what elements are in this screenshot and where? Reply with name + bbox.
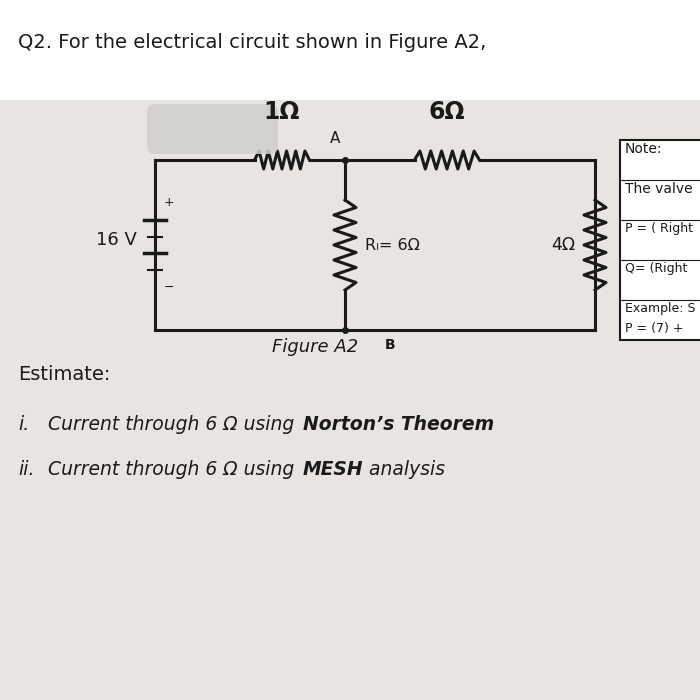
Text: B: B (385, 338, 396, 352)
Text: Example: S: Example: S (625, 302, 696, 315)
FancyBboxPatch shape (147, 104, 278, 154)
Text: 6Ω: 6Ω (428, 100, 466, 124)
Text: Q= (Right: Q= (Right (625, 262, 687, 275)
Text: A: A (330, 131, 340, 146)
Bar (0, 0, 700, 100)
Text: P = ( Right: P = ( Right (625, 222, 693, 235)
Text: Q2. For the electrical circuit shown in Figure A2,: Q2. For the electrical circuit shown in … (18, 32, 486, 52)
Text: ii.: ii. (18, 460, 34, 479)
Text: MESH: MESH (303, 460, 363, 479)
Text: 1Ω: 1Ω (264, 100, 300, 124)
Text: 16 V: 16 V (96, 231, 137, 249)
Text: 4Ω: 4Ω (551, 236, 575, 254)
Text: Estimate:: Estimate: (18, 365, 111, 384)
Text: Note:: Note: (625, 142, 662, 156)
Text: Rₗ= 6Ω: Rₗ= 6Ω (365, 237, 420, 253)
Text: analysis: analysis (363, 460, 445, 479)
Text: i.: i. (18, 415, 29, 434)
Text: The valve: The valve (625, 182, 692, 196)
Text: Figure A2: Figure A2 (272, 338, 358, 356)
Text: P = (7) +: P = (7) + (625, 322, 683, 335)
Bar (0, 100, 700, 700)
Text: Norton’s Theorem: Norton’s Theorem (303, 415, 494, 434)
Text: Current through 6 Ω using: Current through 6 Ω using (48, 415, 300, 434)
Text: +: + (164, 197, 174, 209)
Text: −: − (164, 281, 174, 293)
Bar (620, 140, 700, 340)
Text: Current through 6 Ω using: Current through 6 Ω using (48, 460, 300, 479)
